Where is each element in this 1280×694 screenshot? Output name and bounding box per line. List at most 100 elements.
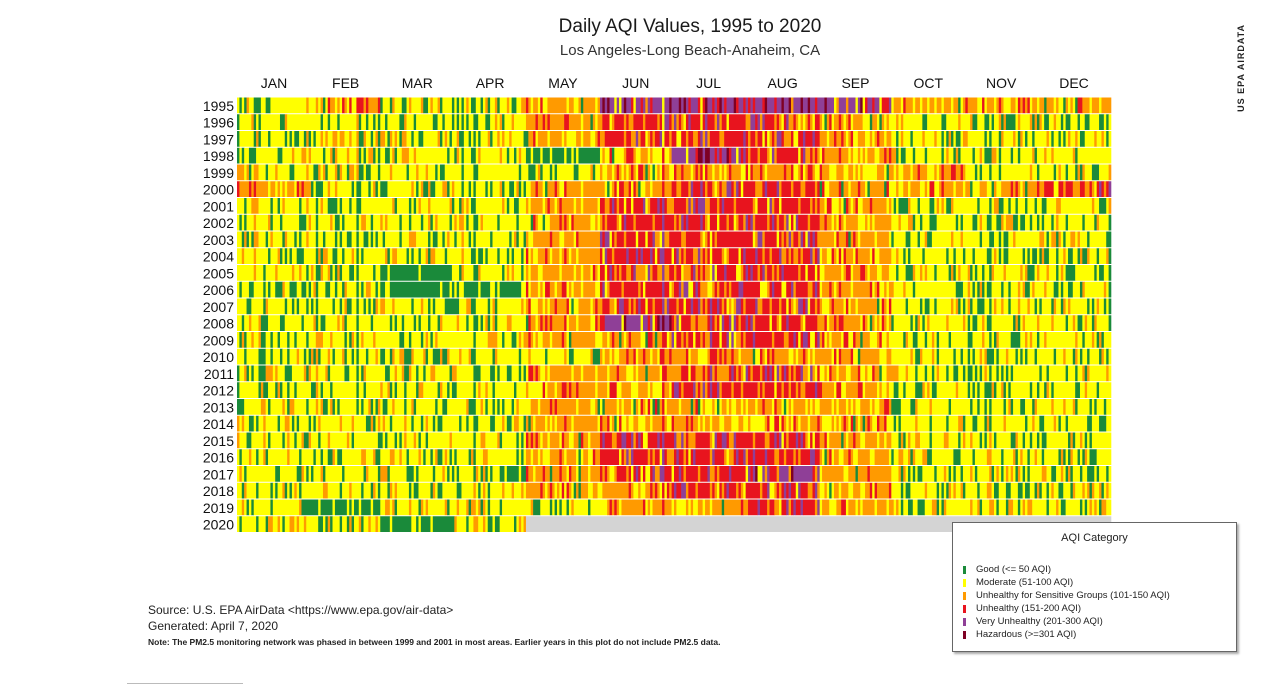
aqi-day-cell bbox=[645, 281, 663, 298]
aqi-day-cell bbox=[688, 198, 692, 214]
aqi-day-cell bbox=[583, 131, 591, 147]
aqi-day-cell bbox=[982, 348, 985, 365]
aqi-day-cell bbox=[595, 382, 598, 398]
aqi-day-cell bbox=[1003, 449, 1014, 465]
aqi-day-cell bbox=[1017, 482, 1023, 499]
aqi-day-cell bbox=[1063, 449, 1066, 465]
aqi-day-cell bbox=[607, 281, 610, 298]
aqi-day-cell bbox=[334, 281, 338, 298]
aqi-day-cell bbox=[1063, 97, 1066, 114]
aqi-day-cell bbox=[578, 482, 582, 499]
aqi-day-cell bbox=[475, 97, 481, 114]
aqi-day-cell bbox=[387, 466, 391, 482]
aqi-day-cell bbox=[891, 147, 897, 164]
aqi-day-cell bbox=[633, 399, 637, 415]
aqi-day-cell bbox=[1005, 415, 1026, 432]
aqi-day-cell bbox=[301, 281, 307, 298]
aqi-day-cell bbox=[647, 432, 658, 449]
aqi-day-cell bbox=[953, 248, 957, 264]
aqi-day-cell bbox=[631, 298, 634, 315]
aqi-day-cell bbox=[824, 432, 828, 449]
aqi-day-cell bbox=[1068, 214, 1083, 231]
aqi-day-cell bbox=[659, 432, 663, 449]
aqi-day-cell bbox=[748, 147, 751, 164]
aqi-day-cell bbox=[974, 248, 988, 264]
aqi-day-cell bbox=[525, 181, 532, 197]
aqi-day-cell bbox=[311, 415, 314, 432]
aqi-day-cell bbox=[836, 164, 844, 181]
aqi-day-cell bbox=[413, 114, 417, 130]
aqi-day-cell bbox=[762, 298, 770, 315]
aqi-day-cell bbox=[810, 248, 813, 264]
aqi-day-cell bbox=[545, 114, 548, 130]
year-label: 2003 bbox=[203, 232, 234, 248]
aqi-day-cell bbox=[984, 147, 992, 164]
aqi-day-cell bbox=[779, 248, 782, 264]
aqi-day-cell bbox=[1079, 449, 1083, 465]
aqi-day-cell bbox=[783, 97, 789, 114]
aqi-day-cell bbox=[444, 248, 448, 264]
aqi-day-cell bbox=[545, 198, 548, 214]
aqi-day-cell bbox=[263, 382, 269, 398]
aqi-day-cell bbox=[540, 499, 551, 516]
aqi-day-cell bbox=[361, 482, 364, 499]
aqi-day-cell bbox=[726, 281, 730, 298]
aqi-day-cell bbox=[616, 181, 620, 197]
aqi-day-cell bbox=[1106, 348, 1109, 365]
aqi-day-cell bbox=[1091, 332, 1095, 348]
aqi-day-cell bbox=[602, 432, 606, 449]
aqi-day-cell bbox=[609, 181, 613, 197]
aqi-day-cell bbox=[375, 231, 379, 248]
aqi-day-cell bbox=[497, 281, 500, 298]
aqi-day-cell bbox=[595, 265, 598, 281]
aqi-day-cell bbox=[573, 499, 589, 516]
aqi-day-cell bbox=[962, 415, 966, 432]
aqi-day-cell bbox=[468, 449, 472, 465]
aqi-day-cell bbox=[463, 214, 467, 231]
aqi-day-cell bbox=[728, 248, 739, 264]
aqi-day-cell bbox=[841, 131, 844, 147]
aqi-day-cell bbox=[430, 298, 434, 315]
aqi-day-cell bbox=[1001, 181, 1011, 197]
aqi-day-cell bbox=[731, 181, 734, 197]
aqi-day-cell bbox=[485, 482, 489, 499]
aqi-day-cell bbox=[633, 265, 637, 281]
aqi-day-cell bbox=[392, 164, 407, 181]
aqi-day-cell bbox=[755, 214, 768, 231]
aqi-day-cell bbox=[850, 348, 854, 365]
aqi-day-cell bbox=[657, 114, 660, 130]
aqi-day-cell bbox=[268, 382, 276, 398]
aqi-day-cell bbox=[456, 499, 460, 516]
aqi-day-cell bbox=[1072, 315, 1076, 331]
aqi-day-cell bbox=[771, 131, 775, 147]
aqi-day-cell bbox=[1051, 382, 1054, 398]
aqi-day-cell bbox=[404, 114, 407, 130]
aqi-day-cell bbox=[728, 164, 732, 181]
aqi-day-cell bbox=[1096, 466, 1100, 482]
aqi-day-cell bbox=[788, 499, 792, 516]
aqi-day-cell bbox=[919, 164, 928, 181]
aqi-day-cell bbox=[478, 265, 481, 281]
aqi-day-cell bbox=[712, 315, 715, 331]
aqi-day-cell bbox=[865, 97, 868, 114]
aqi-day-cell bbox=[986, 449, 992, 465]
aqi-day-cell bbox=[855, 399, 861, 415]
aqi-day-cell bbox=[824, 315, 828, 331]
aqi-day-cell bbox=[401, 214, 410, 231]
aqi-day-cell bbox=[342, 164, 348, 181]
aqi-day-cell bbox=[330, 516, 333, 532]
aqi-day-cell bbox=[898, 499, 902, 516]
aqi-day-cell bbox=[549, 114, 565, 130]
aqi-day-cell bbox=[361, 499, 372, 516]
aqi-day-cell bbox=[681, 181, 689, 197]
aqi-day-cell bbox=[327, 198, 338, 214]
aqi-day-cell bbox=[456, 131, 460, 147]
aqi-day-cell bbox=[702, 332, 706, 348]
aqi-day-cell bbox=[745, 315, 749, 331]
aqi-day-cell bbox=[776, 399, 782, 415]
aqi-day-cell bbox=[506, 97, 510, 114]
aqi-day-cell bbox=[420, 415, 424, 432]
aqi-day-cell bbox=[482, 466, 486, 482]
aqi-day-cell bbox=[418, 265, 422, 281]
year-label: 2007 bbox=[203, 299, 234, 315]
